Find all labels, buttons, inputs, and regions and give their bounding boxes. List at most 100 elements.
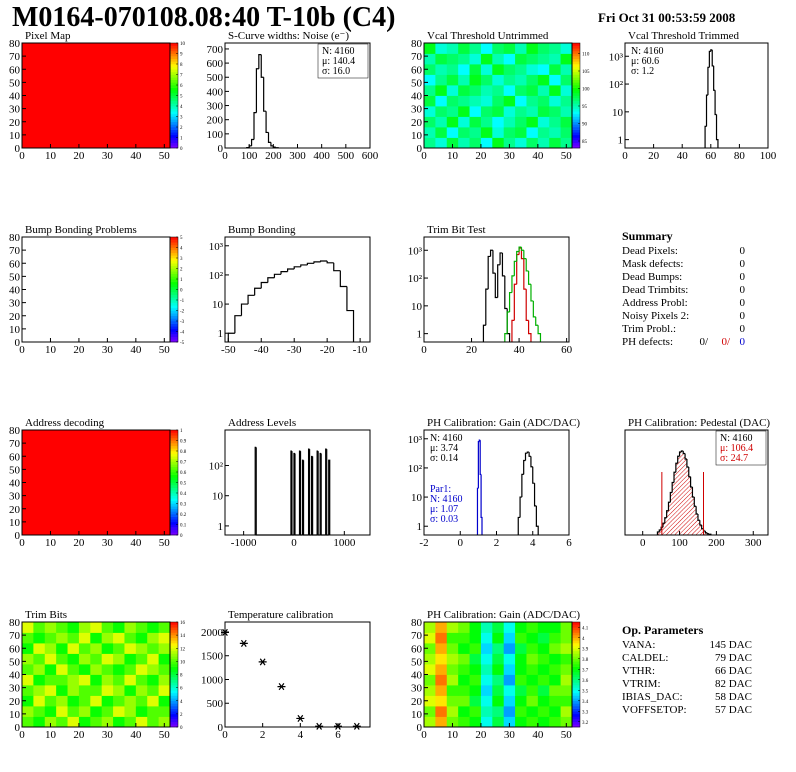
hist-bin: [255, 68, 259, 113]
z-tick-label: 105: [582, 70, 590, 75]
heatmap-cell: [492, 695, 505, 707]
heatmap-cell: [56, 632, 68, 644]
z-tick-label: 0.7: [180, 461, 187, 466]
summary-label: Dead Trimbits:: [622, 284, 688, 296]
heatmap-cell: [424, 653, 436, 665]
color-scale: [572, 98, 580, 102]
y-tick-label: 50: [411, 656, 423, 668]
hist-bin: [715, 114, 719, 148]
z-tick-label: 0: [180, 147, 183, 152]
summary-label: PH defects:: [622, 336, 673, 348]
color-scale: [170, 448, 178, 452]
hist-bin: [664, 517, 667, 524]
heatmap-cell: [33, 706, 46, 717]
hist-bin: [267, 132, 271, 143]
heatmap-cell: [537, 632, 550, 644]
hist-bin: [669, 491, 673, 503]
z-tick-label: 0.6: [180, 471, 187, 476]
heatmap-cell: [44, 695, 57, 707]
hist-bin: [240, 303, 249, 316]
color-scale: [170, 82, 178, 86]
color-scale: [170, 279, 178, 282]
color-scale: [572, 108, 580, 112]
heatmap-cell: [503, 64, 516, 75]
heatmap-cell: [549, 664, 562, 675]
heatmap-cell: [480, 85, 493, 96]
x-tick-label: 30: [102, 729, 114, 741]
heatmap-cell: [515, 85, 527, 96]
color-scale: [170, 103, 178, 107]
heatmap-cell: [33, 716, 46, 728]
heatmap-cell: [446, 64, 459, 75]
heatmap-cell: [101, 674, 114, 686]
color-scale: [170, 318, 178, 322]
y-tick-label: 20: [9, 504, 21, 516]
hist-bin: [662, 522, 665, 528]
color-scale: [170, 627, 178, 631]
heatmap-cell: [537, 643, 550, 654]
color-scale: [572, 679, 580, 683]
plot-frame: [224, 429, 371, 536]
color-scale: [170, 464, 178, 468]
y-tick-label: 70: [9, 51, 21, 63]
y-tick-label: 40: [9, 478, 21, 490]
color-scale: [572, 690, 580, 694]
heatmap-cell: [446, 74, 459, 86]
x-tick-label: 40: [532, 729, 544, 741]
color-scale: [572, 140, 580, 144]
color-scale: [170, 307, 178, 311]
color-scale: [170, 485, 178, 489]
hist-bin: [506, 311, 510, 334]
heatmap-cell: [537, 685, 550, 696]
heatmap-cell: [147, 706, 160, 717]
heatmap-cell: [526, 706, 539, 717]
x-tick-label: 20: [73, 537, 85, 549]
z-tick-label: 16: [180, 621, 186, 626]
hist-bin: [287, 268, 295, 272]
heatmap-cell: [458, 674, 470, 686]
heatmap-cell: [469, 43, 482, 54]
z-tick-label: 0: [180, 726, 183, 731]
heatmap-cell: [480, 43, 493, 54]
y-tick-label: 30: [411, 683, 423, 695]
x-tick-label: 40: [532, 150, 544, 162]
hist-bin: [686, 459, 689, 468]
star-marker: [258, 658, 267, 666]
heatmap-cell: [469, 64, 482, 75]
color-scale: [572, 145, 580, 149]
y-tick-label: 500: [207, 698, 224, 710]
color-scale: [572, 706, 580, 709]
color-scale: [170, 700, 178, 704]
heatmap-cell: [549, 685, 562, 696]
x-tick-label: 40: [130, 729, 142, 741]
heatmap-cell: [435, 53, 448, 65]
color-scale: [170, 498, 178, 502]
z-tick-label: 5: [180, 95, 183, 100]
heatmap-cell: [560, 43, 573, 54]
z-tick-label: 0.3: [180, 503, 187, 508]
y-tick-label: 10²: [408, 273, 423, 285]
color-scale: [170, 127, 178, 130]
heatmap-cell: [469, 622, 482, 633]
heatmap-cell: [424, 106, 436, 117]
heatmap-cell: [526, 127, 539, 138]
x-tick-label: 20: [475, 150, 487, 162]
heatmap-cell: [480, 127, 493, 138]
z-tick-label: 3: [180, 257, 183, 262]
hist-fill: [670, 492, 673, 535]
hist-bin: [530, 456, 533, 468]
hist-bin: [706, 532, 710, 535]
color-scale: [170, 328, 178, 332]
heatmap-cell: [560, 685, 573, 696]
z-tick-label: 3.6: [582, 679, 589, 684]
y-tick-label: 10: [9, 324, 21, 336]
hist-bin: [487, 255, 491, 290]
hist-bin: [513, 260, 517, 276]
heatmap-cell: [503, 116, 516, 128]
heatmap-cell: [469, 116, 482, 128]
color-scale: [170, 658, 178, 662]
x-tick-label: 6: [335, 729, 341, 741]
heatmap-cell: [560, 127, 573, 138]
z-tick-label: 100: [582, 88, 590, 93]
x-tick-label: 30: [102, 150, 114, 162]
